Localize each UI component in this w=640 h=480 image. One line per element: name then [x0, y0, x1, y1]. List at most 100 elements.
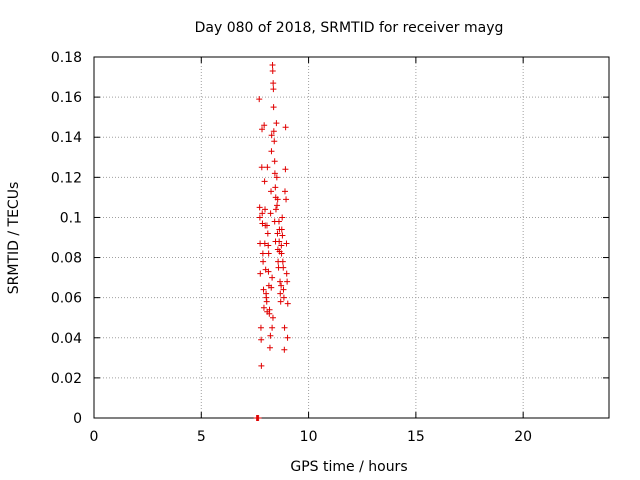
data-point: [257, 270, 264, 277]
data-point: [258, 164, 265, 171]
data-point: [269, 324, 276, 331]
data-point: [270, 86, 277, 93]
data-point: [271, 158, 278, 165]
data-point: [283, 270, 290, 277]
x-tick-label: 0: [90, 429, 99, 445]
data-point: [267, 210, 274, 217]
y-tick-label: 0.1: [60, 210, 82, 226]
data-point: [263, 298, 270, 305]
x-axis-label: GPS time / hours: [290, 459, 407, 475]
y-tick-label: 0.06: [51, 291, 82, 307]
data-point: [270, 80, 277, 87]
data-point: [282, 166, 289, 173]
data-point: [268, 148, 275, 155]
data-point: [269, 62, 276, 69]
y-tick-label: 0.02: [51, 371, 82, 387]
data-point: [272, 206, 279, 213]
data-point: [280, 294, 287, 301]
data-point: [258, 336, 265, 343]
data-point: [266, 306, 273, 313]
data-point: [260, 286, 267, 293]
data-point: [255, 415, 262, 421]
grid: [94, 57, 609, 418]
data-point: [262, 206, 269, 213]
data-point: [272, 184, 279, 191]
data-point: [270, 104, 277, 111]
data-point: [284, 300, 291, 307]
data-point: [265, 242, 272, 249]
y-tick-label: 0: [73, 411, 82, 427]
chart-title: Day 080 of 2018, SRMTID for receiver may…: [195, 20, 504, 36]
data-point: [267, 332, 274, 339]
data-point: [277, 278, 284, 285]
data-point: [259, 210, 266, 217]
data-point: [259, 126, 266, 133]
data-point: [261, 240, 268, 247]
x-tick-label: 10: [300, 429, 318, 445]
data-point: [256, 214, 263, 221]
data-point: [276, 226, 283, 233]
data-point: [283, 196, 290, 203]
data-point: [278, 242, 285, 249]
data-point: [258, 362, 265, 369]
data-point: [264, 164, 271, 171]
data-point: [271, 218, 278, 225]
data-point: [273, 174, 280, 181]
data-point: [279, 232, 286, 239]
data-point: [269, 68, 276, 75]
data-point: [272, 238, 279, 245]
data-point: [260, 304, 267, 311]
data-point: [260, 258, 267, 265]
data-point: [284, 334, 291, 341]
plot-frame: [93, 56, 610, 419]
data-point: [279, 258, 286, 265]
data-points: [253, 62, 291, 421]
data-point: [278, 250, 285, 257]
y-tick-label: 0.18: [51, 50, 82, 66]
data-point: [278, 282, 285, 289]
data-point: [280, 286, 287, 293]
data-point: [271, 138, 278, 145]
data-point: [271, 170, 278, 177]
y-tick-label: 0.14: [51, 130, 82, 146]
y-tick-label: 0.12: [51, 170, 82, 186]
data-point: [256, 96, 263, 103]
data-point: [284, 278, 291, 285]
data-point: [263, 222, 270, 229]
y-tick-label: 0.16: [51, 90, 82, 106]
data-point: [274, 196, 281, 203]
data-point: [265, 250, 272, 257]
data-point: [281, 188, 288, 195]
data-point: [274, 202, 281, 209]
data-point: [269, 274, 276, 281]
y-tick-label: 0.04: [51, 331, 82, 347]
data-point: [277, 298, 284, 305]
y-axis: 0 0.02 0.04 0.06 0.08 0.1 0.12 0.14 0.16 0.18: [51, 50, 609, 427]
y-tick-label: 0.08: [51, 251, 82, 267]
data-point: [261, 122, 268, 129]
data-point: [279, 214, 286, 221]
x-tick-label: 5: [197, 429, 206, 445]
data-point: [281, 324, 288, 331]
data-point: [257, 324, 264, 331]
data-point: [282, 124, 289, 131]
y-axis-label: SRMTID / TECUs: [6, 182, 22, 295]
data-point: [259, 250, 266, 257]
data-point: [256, 204, 263, 211]
x-axis: 0 5 10 15 20: [90, 57, 532, 445]
data-point: [280, 264, 287, 271]
data-point: [268, 284, 275, 291]
data-point: [283, 240, 290, 247]
data-point: [269, 314, 276, 321]
data-point: [274, 230, 281, 237]
data-point: [273, 120, 280, 127]
data-point: [264, 230, 271, 237]
data-point: [268, 132, 275, 139]
data-point: [281, 346, 288, 353]
data-point: [266, 344, 273, 351]
data-point: [270, 128, 277, 135]
data-point: [265, 268, 272, 275]
data-point: [268, 188, 275, 195]
data-point: [261, 178, 268, 185]
